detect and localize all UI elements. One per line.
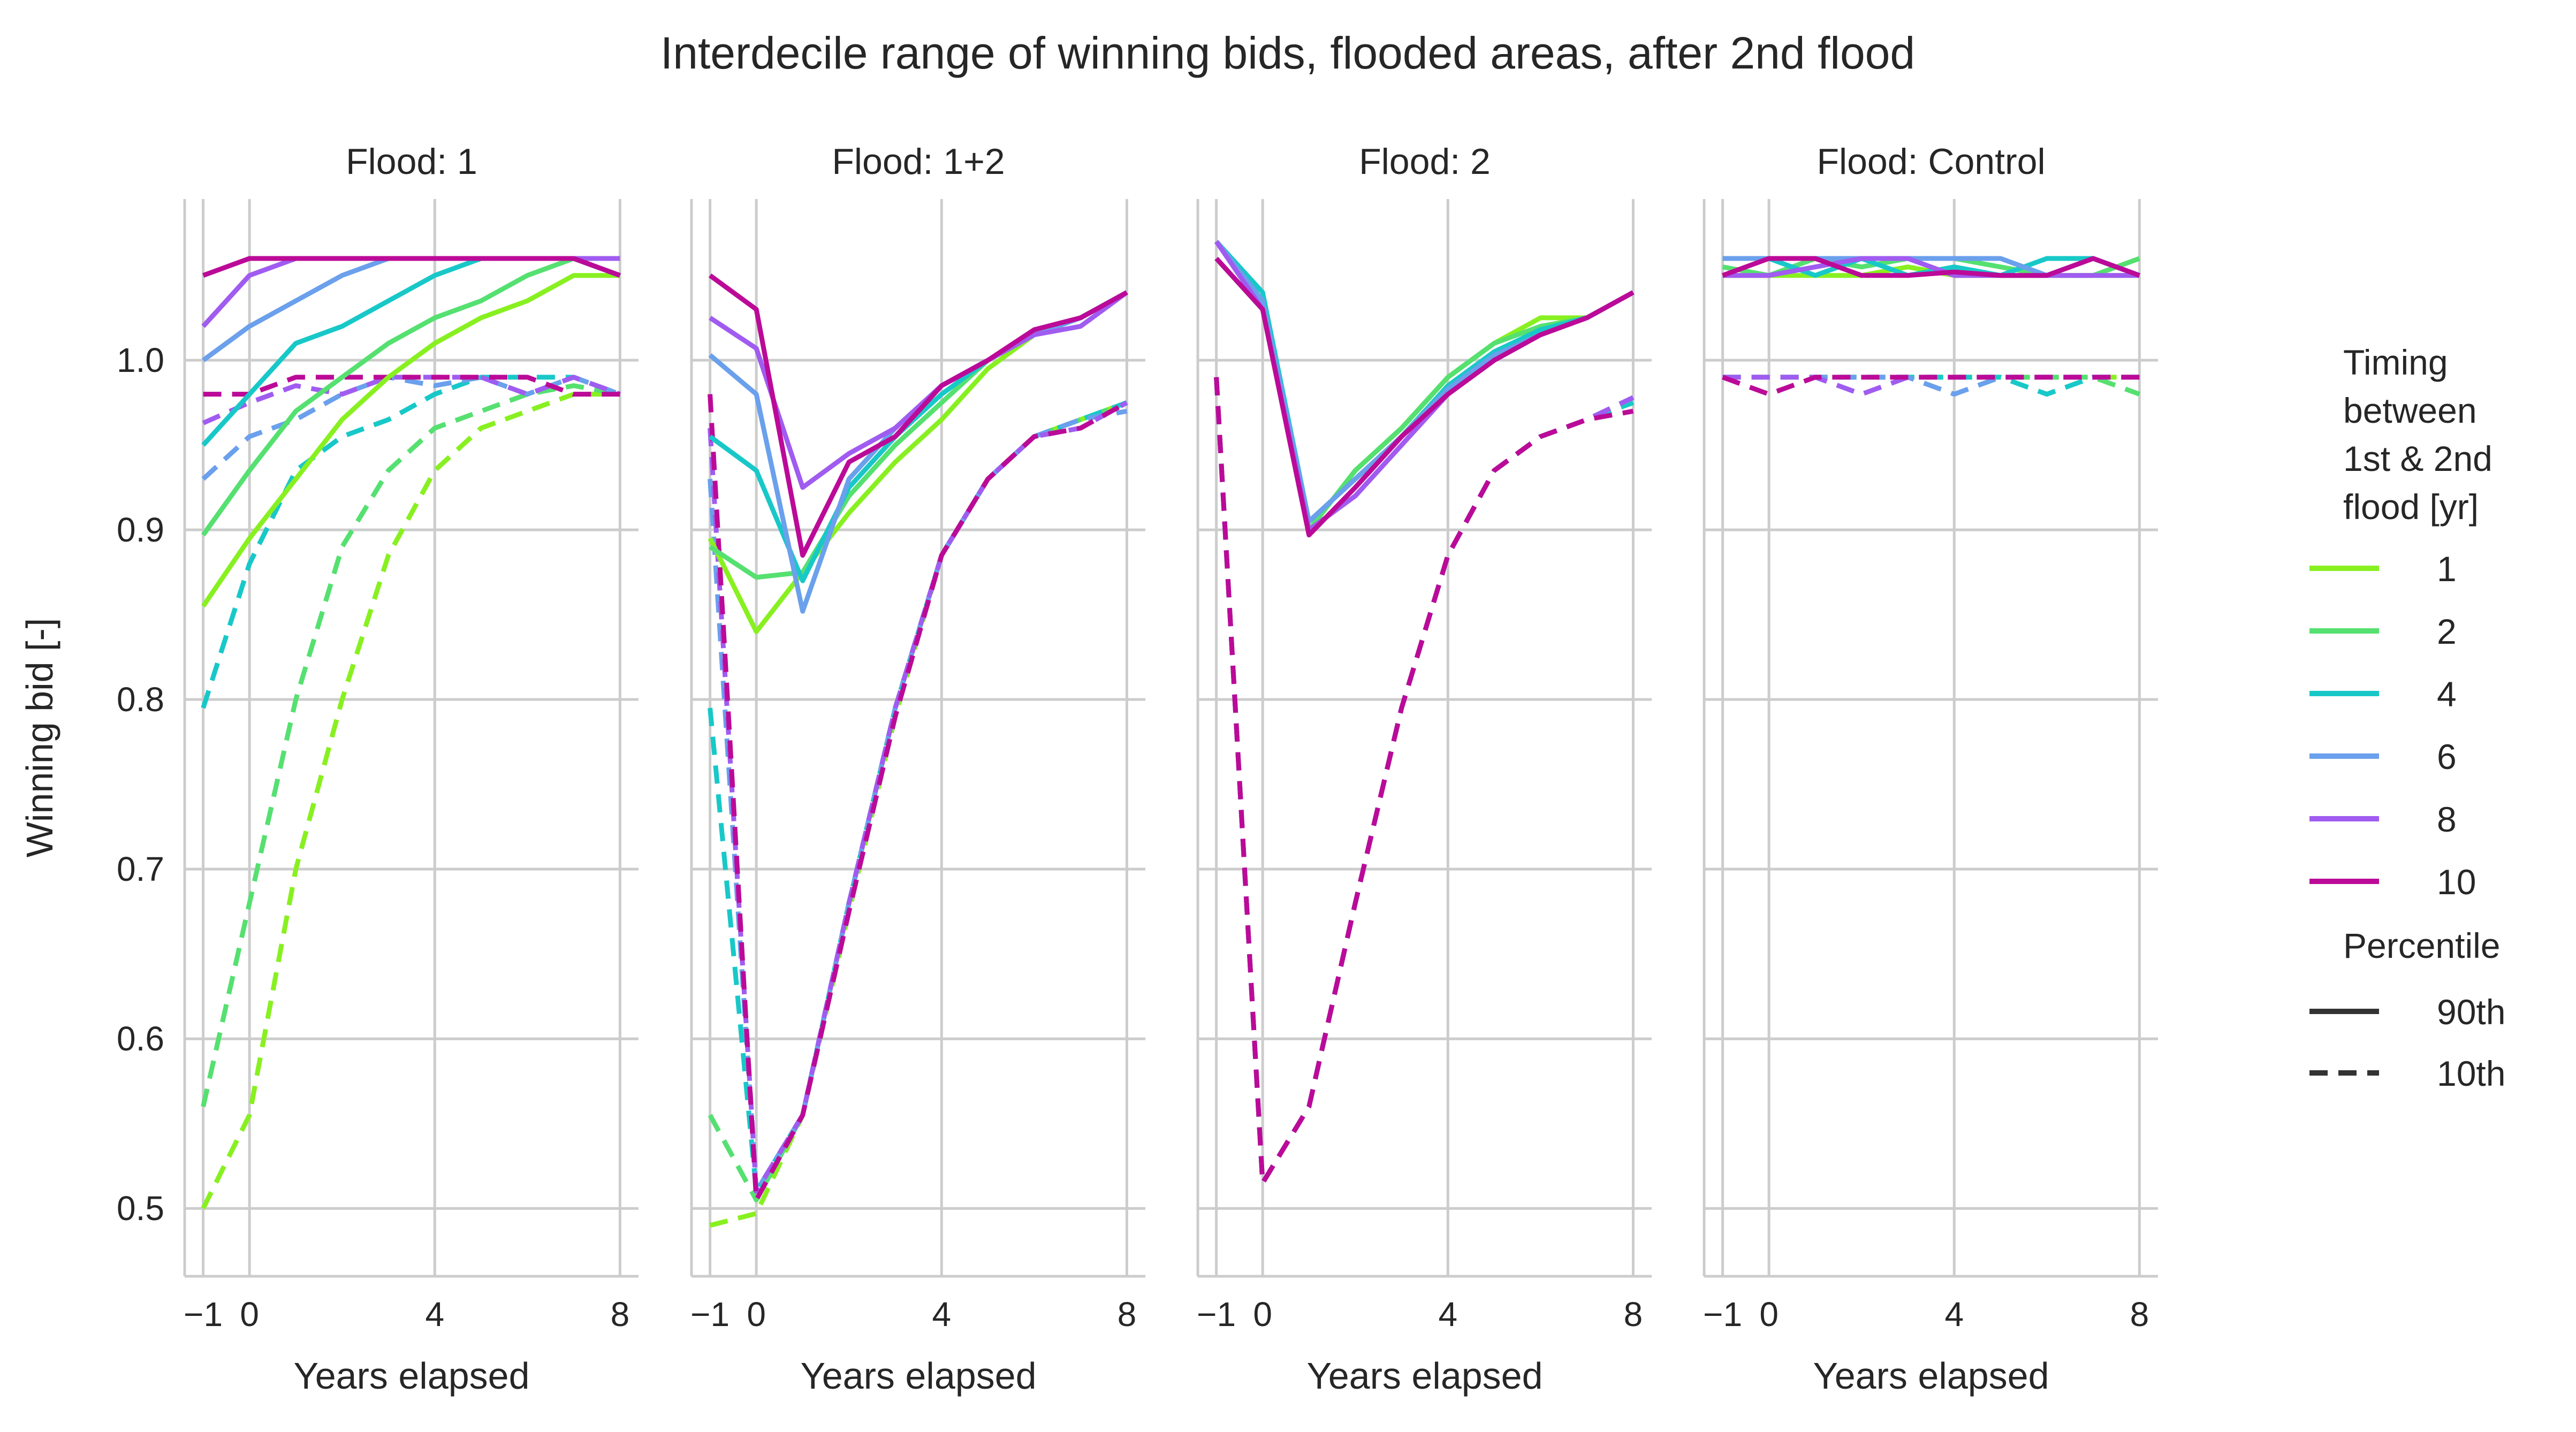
series-line-8-10th	[1214, 377, 1635, 1186]
x-axis-label: Years elapsed	[800, 1355, 1036, 1397]
series-line-6-10th	[708, 408, 1128, 1194]
series-line-8-10th	[708, 400, 1128, 1194]
panel-title: Flood: 1+2	[832, 141, 1005, 182]
x-tick-label: 4	[1438, 1295, 1457, 1334]
series-line-6-10th	[1214, 377, 1635, 1186]
legend-hue-title-line: 1st & 2nd	[2343, 439, 2493, 478]
x-tick-label: 4	[1944, 1295, 1964, 1334]
legend-hue-label: 4	[2437, 674, 2457, 714]
y-tick-label: 0.6	[117, 1019, 164, 1058]
series-line-6-90th	[201, 256, 621, 362]
legend-hue-label: 2	[2437, 612, 2457, 651]
series-line-2-90th	[201, 256, 621, 537]
panel-title: Flood: Control	[1817, 141, 2045, 182]
legend-hue-label: 10	[2437, 862, 2476, 902]
legend-hue-title-line: between	[2343, 391, 2477, 430]
series-line-10-90th	[202, 256, 621, 278]
legend-hue-title-line: Timing	[2343, 342, 2448, 382]
x-tick-label: 8	[611, 1295, 630, 1334]
x-tick-label: −1	[1703, 1295, 1742, 1334]
x-tick-label: −1	[1197, 1295, 1236, 1334]
series-line-4-10th	[201, 375, 621, 709]
series-line-4-10th	[1214, 377, 1634, 1186]
x-axis-label: Years elapsed	[1813, 1355, 2049, 1397]
chart-panels: Flood: 1 −1 0 4 8 Years elapsed 0.5 0.6 0.7 0.8 0.…	[19, 141, 2158, 1397]
series-line-8-90th	[1722, 256, 2140, 278]
y-tick-label: 0.9	[117, 511, 164, 549]
series-line-4-90th	[1722, 256, 2140, 278]
x-tick-label: 0	[747, 1295, 766, 1334]
panel-1: Flood: 1 −1 0 4 8 Years elapsed 0.5 0.6 0.7 0.8 0.…	[19, 141, 639, 1397]
series-line-6-10th	[201, 375, 621, 481]
series-line-10-90th	[1722, 256, 2140, 278]
y-tick-label: 1.0	[117, 341, 164, 379]
legend: Timing between 1st & 2nd flood [yr] 1 2 4 6 8 10 P…	[2309, 342, 2505, 1093]
x-tick-label: 8	[2130, 1295, 2149, 1334]
series-line-10-10th	[203, 375, 620, 397]
x-tick-label: 0	[240, 1295, 259, 1334]
series-line-1-10th	[201, 392, 620, 1210]
series-line-10-90th	[1214, 256, 1635, 538]
panel-title: Flood: 2	[1359, 141, 1491, 182]
x-axis-label: Years elapsed	[1306, 1355, 1542, 1397]
series-line-10-10th	[1722, 375, 2140, 397]
series-line-1-90th	[201, 273, 620, 608]
x-tick-label: −1	[690, 1295, 730, 1334]
series-line-2-10th	[201, 383, 621, 1107]
series-line-4-90th	[708, 290, 1128, 583]
panel-title: Flood: 1	[346, 141, 477, 182]
y-axis-label: Winning bid [-]	[19, 618, 60, 857]
x-tick-label: 8	[1118, 1295, 1137, 1334]
legend-hue-label: 6	[2437, 737, 2457, 776]
legend-style-title: Percentile	[2343, 926, 2501, 965]
y-tick-label: 0.5	[117, 1189, 164, 1228]
series-line-2-10th	[1214, 377, 1634, 1186]
series-line-6-90th	[708, 290, 1128, 614]
series-line-8-90th	[709, 290, 1129, 490]
y-tick-label: 0.8	[117, 680, 164, 719]
legend-hue-label: 1	[2437, 549, 2457, 589]
series-line-2-90th	[709, 290, 1128, 580]
x-tick-label: −1	[184, 1295, 223, 1334]
panel-3: Flood: 2 −1 0 4 8 Years elapsed	[1196, 141, 1652, 1397]
series-line-10-10th	[708, 394, 1128, 1202]
panel-4: Flood: Control −1 0 4 8 Years elapsed	[1703, 141, 2158, 1397]
x-tick-label: 0	[1253, 1295, 1272, 1334]
x-tick-label: 0	[1759, 1295, 1779, 1334]
series-line-10-10th	[1214, 377, 1634, 1186]
series-line-10-90th	[708, 273, 1128, 558]
y-tick-label: 0.7	[117, 850, 164, 888]
x-axis-label: Years elapsed	[293, 1355, 529, 1397]
chart-title: Interdecile range of winning bids, flood…	[660, 28, 1915, 78]
x-tick-label: 4	[425, 1295, 444, 1334]
legend-style-label: 10th	[2437, 1054, 2505, 1093]
legend-style-label: 90th	[2437, 992, 2505, 1032]
legend-hue-label: 8	[2437, 799, 2457, 839]
series-line-2-10th	[708, 400, 1128, 1202]
series-line-1-10th	[709, 400, 1128, 1228]
panel-2: Flood: 1+2 −1 0 4 8 Years elapsed	[690, 141, 1145, 1397]
legend-hue-title-line: flood [yr]	[2343, 487, 2479, 527]
x-tick-label: 4	[932, 1295, 951, 1334]
x-tick-label: 8	[1624, 1295, 1643, 1334]
series-line-1-10th	[1214, 377, 1634, 1186]
series-line-4-10th	[708, 400, 1128, 1194]
